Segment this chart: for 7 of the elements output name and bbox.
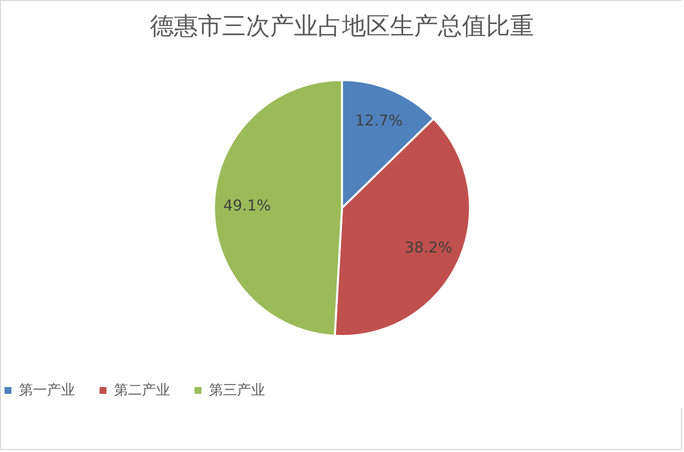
data-label: 38.2% <box>404 238 452 256</box>
legend-label: 第三产业 <box>209 382 265 398</box>
legend-label: 第一产业 <box>19 382 75 398</box>
data-label: 49.1% <box>223 196 271 214</box>
data-label: 12.7% <box>355 111 403 130</box>
chart-title: 德惠市三次产业占地区生产总值比重 <box>150 12 534 40</box>
legend-label: 第二产业 <box>114 382 170 398</box>
